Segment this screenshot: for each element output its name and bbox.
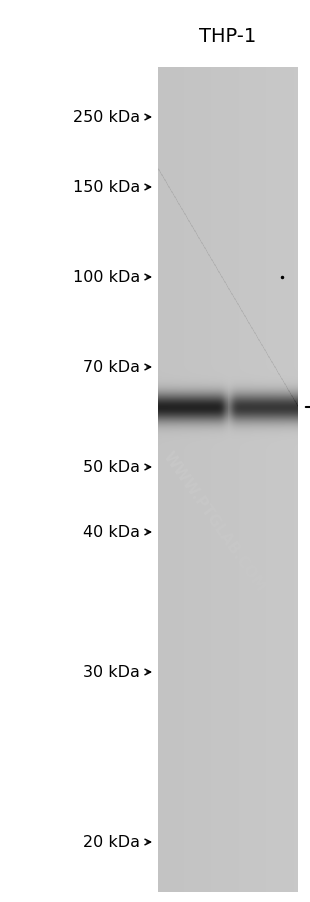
- Text: 70 kDa: 70 kDa: [83, 360, 140, 375]
- Text: THP-1: THP-1: [199, 26, 257, 45]
- Text: WWW.PTGLAB.COM: WWW.PTGLAB.COM: [160, 448, 268, 594]
- Text: 250 kDa: 250 kDa: [73, 110, 140, 125]
- Text: 100 kDa: 100 kDa: [73, 271, 140, 285]
- Text: 50 kDa: 50 kDa: [83, 460, 140, 475]
- Text: 30 kDa: 30 kDa: [83, 665, 140, 680]
- Text: 20 kDa: 20 kDa: [83, 834, 140, 850]
- Text: 150 kDa: 150 kDa: [73, 180, 140, 196]
- Text: 40 kDa: 40 kDa: [83, 525, 140, 540]
